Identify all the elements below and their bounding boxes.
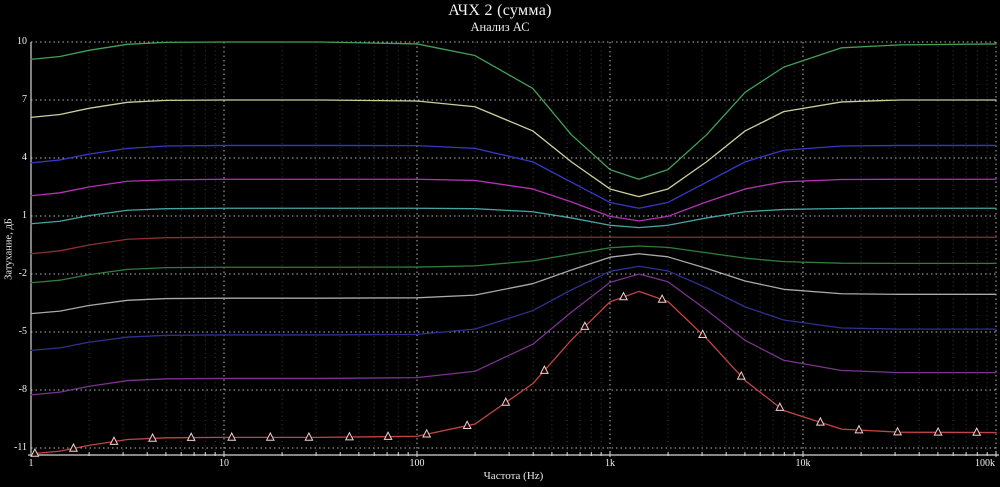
y-tick-label: 7: [22, 94, 27, 105]
curve-magenta: [30, 178, 997, 222]
x-tick-label: 10k: [795, 458, 811, 469]
triangle-marker: [68, 442, 78, 452]
curve-blue-bright: [30, 144, 997, 209]
curve-green-dim: [30, 245, 997, 284]
x-tick-label: 1: [28, 458, 34, 469]
triangle-marker: [815, 416, 825, 426]
x-tick-label: 100: [409, 458, 425, 469]
curve-purple: [30, 273, 997, 396]
triangle-marker: [109, 436, 119, 445]
triangle-marker: [854, 424, 864, 434]
triangle-marker: [698, 329, 708, 339]
y-tick-label: -2: [18, 268, 27, 280]
y-tick-label: 10: [17, 36, 27, 47]
triangle-marker: [657, 293, 667, 303]
curve-blue-dark: [30, 265, 997, 352]
y-tick-label: -8: [18, 384, 27, 396]
y-tick-label: -11: [14, 442, 27, 454]
x-tick-label: 1k: [605, 458, 615, 469]
triangle-marker: [775, 402, 785, 411]
y-tick-label: -5: [18, 326, 27, 338]
triangle-marker: [893, 426, 903, 436]
x-tick-label: 100k: [975, 458, 995, 469]
chart-subtitle: Анализ АС: [470, 20, 530, 34]
triangle-marker: [227, 431, 237, 441]
triangle-marker: [304, 431, 314, 441]
x-axis-title: Частота (Hz): [483, 470, 544, 482]
triangle-marker: [148, 432, 158, 442]
curve-dark-red-flat: [30, 236, 997, 255]
triangle-marker: [972, 427, 982, 436]
chart-title: АЧХ 2 (сумма): [448, 2, 552, 19]
curve-cyan: [30, 207, 997, 229]
triangle-marker: [933, 426, 943, 436]
y-tick-label: 4: [22, 152, 27, 163]
x-tick-label: 10: [219, 458, 229, 469]
triangle-marker: [580, 321, 590, 330]
curve-pale-yellow: [30, 99, 997, 198]
y-axis-title: Затухание, дБ: [3, 218, 15, 280]
triangle-marker: [344, 431, 354, 441]
triangle-marker: [422, 428, 432, 438]
triangle-marker: [618, 291, 629, 301]
y-tick-label: 1: [22, 210, 27, 222]
triangle-marker: [30, 447, 40, 457]
curve-red-marked: [30, 290, 997, 455]
triangle-marker: [186, 432, 196, 441]
triangle-marker: [265, 431, 275, 441]
triangle-marker: [501, 397, 511, 406]
triangle-marker: [736, 370, 746, 380]
curve-green-top: [30, 41, 997, 180]
triangle-marker: [462, 420, 472, 429]
triangle-marker: [383, 431, 393, 440]
curve-gray-white: [30, 253, 997, 315]
triangle-marker: [539, 365, 549, 374]
